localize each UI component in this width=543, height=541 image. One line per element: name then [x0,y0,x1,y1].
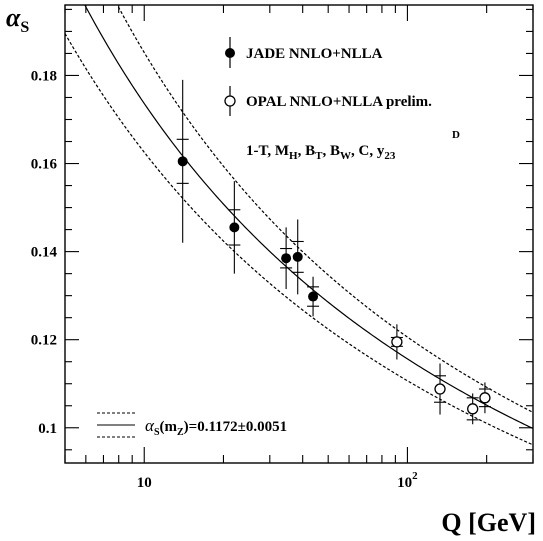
observables-label: 1-T, MH, BT, BW, C, y23 [246,143,396,162]
y-tick-label: 0.12 [31,333,57,349]
fit-curve-central [84,5,533,430]
y-axis-label: αS [6,3,29,36]
fit-curve-upper [116,5,533,413]
marker-filled-circle [229,222,240,233]
data-point-opal [466,393,479,425]
marker-open-circle [434,383,446,395]
fit-legend: αS(mZ)=0.1172±0.0051 [97,412,287,438]
plot-frame [64,4,534,464]
observables-label-sup: D [452,129,460,141]
legend-label-opal: OPAL NNLO+NLLA prelim. [246,94,432,110]
data-point-jade [291,219,304,295]
marker-filled-circle [308,291,319,302]
marker-filled-circle [177,156,188,167]
y-tick-label: 0.18 [31,68,57,84]
marker-open-circle [391,336,403,348]
y-tick-label: 0.14 [31,245,58,261]
fit-curve-lower [65,33,533,446]
x-tick-label: 10 [137,475,152,491]
data-point-opal [478,382,491,414]
data-point-jade [280,227,293,290]
fit-legend-label: αS(mZ)=0.1172±0.0051 [145,416,287,438]
x-axis-label: Q [GeV] [441,508,536,537]
data-point-jade [176,79,189,243]
marker-filled-circle [292,251,303,262]
legend: JADE NNLO+NLLA OPAL NNLO+NLLA prelim. 1-… [224,37,460,162]
data-point-jade [228,181,241,274]
fit-curves [65,5,533,446]
data-point-opal [390,324,403,360]
y-axis-label-sub: S [20,19,29,36]
data-point-jade [307,276,320,317]
data-points [176,79,491,425]
legend-marker-jade [225,37,235,68]
y-tick-label: 0.16 [31,157,58,173]
legend-label-jade: JADE NNLO+NLLA [246,46,383,62]
data-point-opal [434,363,447,415]
y-tick-label: 0.1 [38,421,57,437]
x-tick-label: 102 [397,470,418,491]
marker-filled-circle [281,253,292,264]
axis-ticks [64,5,534,463]
marker-open-circle [479,392,491,404]
legend-marker-opal [224,86,236,116]
marker-open-circle [467,403,479,415]
